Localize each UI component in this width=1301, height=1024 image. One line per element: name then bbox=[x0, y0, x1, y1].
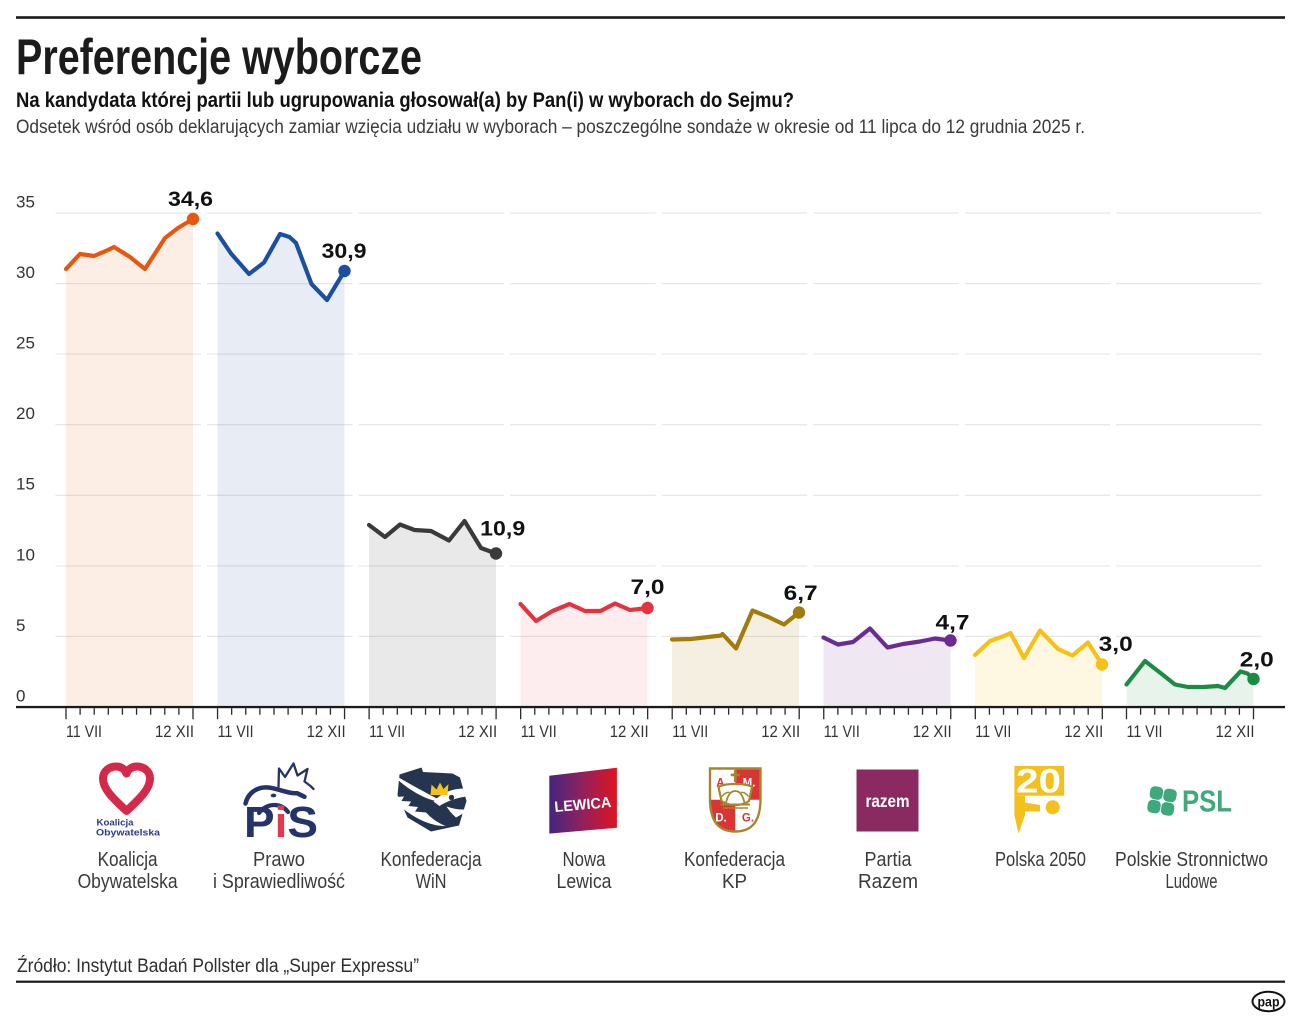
svg-text:11 VII: 11 VII bbox=[218, 722, 254, 741]
svg-text:30: 30 bbox=[16, 263, 35, 282]
svg-text:5: 5 bbox=[16, 616, 25, 635]
svg-text:Polska 2050: Polska 2050 bbox=[995, 849, 1086, 871]
svg-text:15: 15 bbox=[16, 475, 35, 494]
svg-text:20: 20 bbox=[16, 404, 35, 423]
svg-text:11 VII: 11 VII bbox=[66, 722, 102, 741]
svg-text:11 VII: 11 VII bbox=[975, 722, 1011, 741]
svg-text:PiS: PiS bbox=[244, 798, 318, 847]
svg-text:Koalicja: Koalicja bbox=[97, 818, 135, 829]
svg-text:Konfederacja: Konfederacja bbox=[381, 849, 483, 871]
svg-text:12 XII: 12 XII bbox=[1064, 722, 1103, 741]
svg-text:2,0: 2,0 bbox=[1240, 649, 1274, 672]
svg-text:Nowa: Nowa bbox=[563, 849, 607, 871]
svg-text:i Sprawiedliwość: i Sprawiedliwość bbox=[213, 871, 345, 893]
svg-text:12 XII: 12 XII bbox=[458, 722, 497, 741]
svg-text:Lewica: Lewica bbox=[557, 871, 613, 893]
svg-text:KP: KP bbox=[722, 871, 747, 893]
svg-text:Prawo: Prawo bbox=[253, 849, 305, 871]
svg-text:12 XII: 12 XII bbox=[761, 722, 800, 741]
svg-text:20: 20 bbox=[1016, 763, 1061, 801]
svg-text:D.: D. bbox=[715, 813, 727, 825]
svg-text:11 VII: 11 VII bbox=[1127, 722, 1163, 741]
svg-text:25: 25 bbox=[16, 334, 35, 353]
svg-text:11 VII: 11 VII bbox=[521, 722, 557, 741]
svg-text:3,0: 3,0 bbox=[1099, 633, 1133, 656]
svg-text:10: 10 bbox=[16, 545, 35, 564]
svg-text:razem: razem bbox=[866, 791, 910, 811]
svg-text:Na kandydata której partii lub: Na kandydata której partii lub ugrupowan… bbox=[16, 89, 794, 112]
svg-text:LEWICA: LEWICA bbox=[554, 794, 612, 816]
svg-text:11 VII: 11 VII bbox=[369, 722, 405, 741]
svg-text:6,7: 6,7 bbox=[784, 582, 818, 605]
svg-text:Konfederacja: Konfederacja bbox=[684, 849, 786, 871]
svg-text:Partia: Partia bbox=[865, 849, 913, 871]
svg-text:Preferencje wyborcze: Preferencje wyborcze bbox=[16, 29, 422, 85]
svg-text:30,9: 30,9 bbox=[322, 240, 367, 263]
svg-text:PSL: PSL bbox=[1182, 784, 1232, 819]
svg-text:G.: G. bbox=[742, 813, 754, 825]
svg-text:Odsetek wśród osób deklarujący: Odsetek wśród osób deklarujących zamiar … bbox=[16, 117, 1085, 138]
svg-text:Źródło: Instytut Badań Pollste: Źródło: Instytut Badań Pollster dla „Sup… bbox=[17, 956, 419, 977]
svg-text:10,9: 10,9 bbox=[480, 518, 525, 541]
svg-text:12 XII: 12 XII bbox=[913, 722, 952, 741]
svg-text:Ludowe: Ludowe bbox=[1166, 871, 1218, 893]
svg-text:pap: pap bbox=[1258, 993, 1280, 1009]
svg-text:A.: A. bbox=[716, 778, 728, 790]
svg-text:Polskie Stronnictwo: Polskie Stronnictwo bbox=[1115, 849, 1268, 871]
svg-text:12 XII: 12 XII bbox=[155, 722, 194, 741]
svg-text:12 XII: 12 XII bbox=[610, 722, 649, 741]
svg-text:Razem: Razem bbox=[858, 871, 918, 893]
svg-text:Koalicja: Koalicja bbox=[98, 849, 159, 871]
svg-text:0: 0 bbox=[16, 686, 25, 705]
svg-text:12 XII: 12 XII bbox=[1216, 722, 1255, 741]
svg-text:12 XII: 12 XII bbox=[307, 722, 346, 741]
svg-text:34,6: 34,6 bbox=[168, 188, 213, 211]
svg-text:WiN: WiN bbox=[416, 871, 447, 893]
svg-text:7,0: 7,0 bbox=[631, 576, 665, 599]
svg-text:35: 35 bbox=[16, 192, 35, 211]
svg-text:11 VII: 11 VII bbox=[824, 722, 860, 741]
svg-text:Obywatelska: Obywatelska bbox=[96, 828, 161, 839]
svg-text:11 VII: 11 VII bbox=[672, 722, 708, 741]
svg-text:4,7: 4,7 bbox=[936, 612, 970, 635]
svg-text:Obywatelska: Obywatelska bbox=[78, 871, 179, 893]
